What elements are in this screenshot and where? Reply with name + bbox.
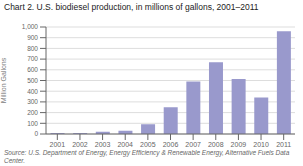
- svg-text:800: 800: [27, 45, 38, 52]
- svg-text:200: 200: [27, 109, 38, 116]
- svg-text:400: 400: [27, 88, 38, 95]
- svg-text:900: 900: [27, 34, 38, 41]
- svg-text:500: 500: [27, 77, 38, 84]
- svg-text:2009: 2009: [231, 141, 247, 148]
- svg-text:700: 700: [27, 55, 38, 62]
- svg-text:2001: 2001: [50, 141, 66, 148]
- svg-text:Million Gallons: Million Gallons: [0, 57, 7, 103]
- svg-text:0: 0: [34, 130, 38, 137]
- svg-text:100: 100: [27, 120, 38, 127]
- svg-text:2010: 2010: [253, 141, 269, 148]
- svg-text:2008: 2008: [208, 141, 224, 148]
- svg-text:1,000: 1,000: [22, 23, 39, 30]
- html-text:Source: U.S. Department of Ene: Source: U.S. Department of Energy, Energ…: [4, 149, 290, 164]
- svg-text:2005: 2005: [140, 141, 156, 148]
- svg-text:2006: 2006: [163, 141, 179, 148]
- svg-text:2002: 2002: [72, 141, 88, 148]
- html-text:Chart 2. U.S. biodiesel produc: Chart 2. U.S. biodiesel production, in m…: [4, 2, 259, 12]
- svg-text:2011: 2011: [276, 141, 291, 148]
- svg-text:2003: 2003: [95, 141, 111, 148]
- svg-text:2007: 2007: [185, 141, 201, 148]
- svg-text:300: 300: [27, 98, 38, 105]
- svg-text:600: 600: [27, 66, 38, 73]
- svg-text:2004: 2004: [117, 141, 133, 148]
